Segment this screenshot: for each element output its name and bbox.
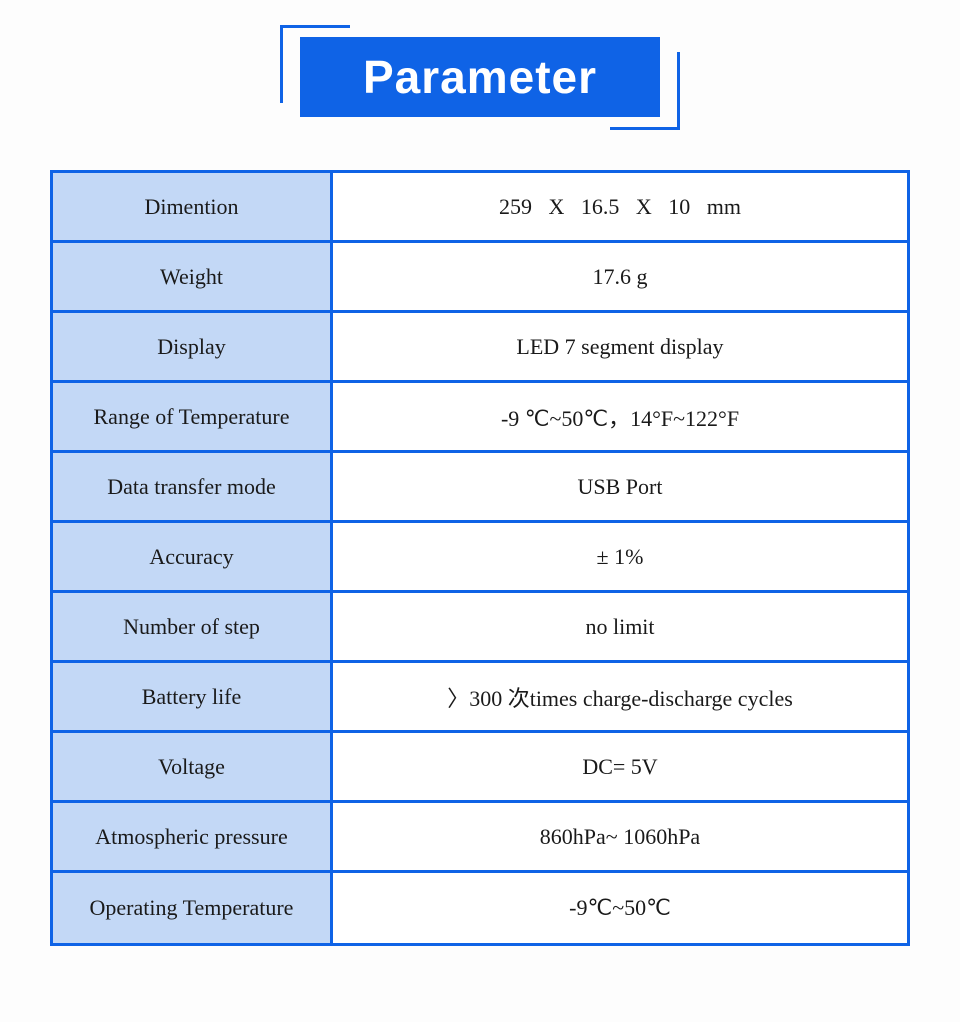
param-label: Weight (53, 243, 333, 310)
param-value: -9℃~50℃ (333, 873, 907, 943)
param-label: Number of step (53, 593, 333, 660)
param-label: Battery life (53, 663, 333, 730)
page-title: Parameter (300, 37, 660, 117)
table-row: Dimention 259 X 16.5 X 10 mm (53, 173, 907, 243)
table-row: Data transfer mode USB Port (53, 453, 907, 523)
param-label: Operating Temperature (53, 873, 333, 943)
param-value: -9 ℃~50℃，14°F~122°F (333, 383, 907, 450)
param-label: Accuracy (53, 523, 333, 590)
param-value: 860hPa~ 1060hPa (333, 803, 907, 870)
param-label: Voltage (53, 733, 333, 800)
table-row: Range of Temperature -9 ℃~50℃，14°F~122°F (53, 383, 907, 453)
param-label: Atmospheric pressure (53, 803, 333, 870)
table-row: Weight 17.6 g (53, 243, 907, 313)
table-row: Voltage DC= 5V (53, 733, 907, 803)
param-value: USB Port (333, 453, 907, 520)
table-row: Operating Temperature -9℃~50℃ (53, 873, 907, 943)
parameter-table: Dimention 259 X 16.5 X 10 mm Weight 17.6… (50, 170, 910, 946)
param-label: Range of Temperature (53, 383, 333, 450)
table-row: Display LED 7 segment display (53, 313, 907, 383)
param-value: no limit (333, 593, 907, 660)
table-row: Accuracy ± 1% (53, 523, 907, 593)
table-row: Battery life 〉300 次times charge-discharg… (53, 663, 907, 733)
param-value: 17.6 g (333, 243, 907, 310)
param-value: LED 7 segment display (333, 313, 907, 380)
table-row: Number of step no limit (53, 593, 907, 663)
title-header: Parameter (280, 25, 680, 130)
param-label: Dimention (53, 173, 333, 240)
param-value: DC= 5V (333, 733, 907, 800)
table-row: Atmospheric pressure 860hPa~ 1060hPa (53, 803, 907, 873)
param-value: 259 X 16.5 X 10 mm (333, 173, 907, 240)
param-label: Display (53, 313, 333, 380)
param-label: Data transfer mode (53, 453, 333, 520)
param-value: 〉300 次times charge-discharge cycles (333, 663, 907, 730)
param-value: ± 1% (333, 523, 907, 590)
